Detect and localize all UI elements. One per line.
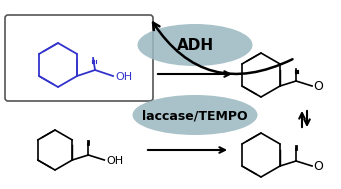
Text: O: O [313,160,323,173]
Text: OH: OH [115,72,132,82]
Text: ADH: ADH [176,39,213,53]
FancyBboxPatch shape [5,15,153,101]
FancyArrowPatch shape [153,23,293,74]
Ellipse shape [137,24,252,66]
Text: OH: OH [106,156,123,166]
Text: laccase/TEMPO: laccase/TEMPO [142,109,248,122]
Ellipse shape [133,95,257,135]
Text: O: O [313,80,323,92]
